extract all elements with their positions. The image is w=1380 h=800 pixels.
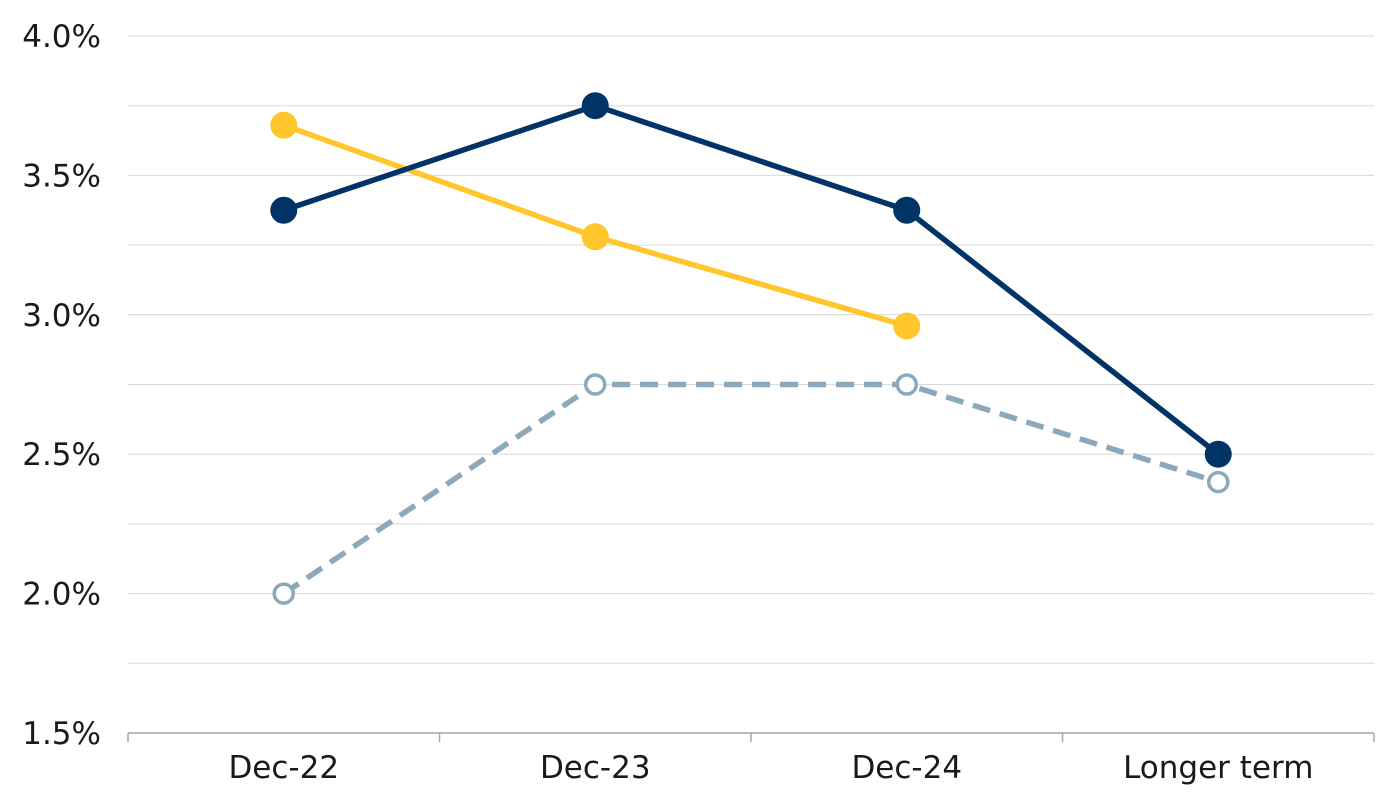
- data-point: [584, 373, 607, 396]
- data-point: [581, 223, 609, 251]
- y-tick-label: 1.5%: [22, 716, 101, 752]
- x-tick-label: Dec-24: [851, 750, 962, 786]
- series-1: [270, 111, 921, 340]
- x-tick-label: Dec-23: [540, 750, 651, 786]
- series-layer: [270, 92, 1232, 605]
- axis-layer: [127, 732, 1375, 742]
- y-tick-label: 3.0%: [22, 298, 101, 334]
- data-point: [893, 196, 921, 224]
- x-tick-label: Dec-22: [228, 750, 339, 786]
- data-point: [895, 373, 918, 396]
- data-point: [581, 92, 609, 120]
- data-point: [1204, 440, 1232, 468]
- series-line: [282, 102, 1220, 457]
- series-2: [272, 373, 1230, 605]
- series-line: [282, 381, 1220, 596]
- data-point: [270, 196, 298, 224]
- data-point: [1207, 470, 1230, 494]
- grid-layer: [128, 35, 1374, 664]
- label-layer: 1.5% 2.0% 2.5% 3.0% 3.5% 4.0% Dec-22 Dec-23 Dec-…: [22, 19, 1313, 786]
- y-tick-label: 2.5%: [22, 437, 101, 473]
- y-tick-label: 3.5%: [22, 158, 101, 194]
- y-tick-label: 2.0%: [22, 577, 101, 613]
- y-tick-label: 4.0%: [22, 19, 101, 55]
- data-point: [893, 312, 921, 340]
- data-point: [270, 111, 298, 139]
- series-0: [270, 92, 1232, 468]
- x-tick-label: Longer term: [1123, 750, 1313, 786]
- data-point: [272, 582, 295, 605]
